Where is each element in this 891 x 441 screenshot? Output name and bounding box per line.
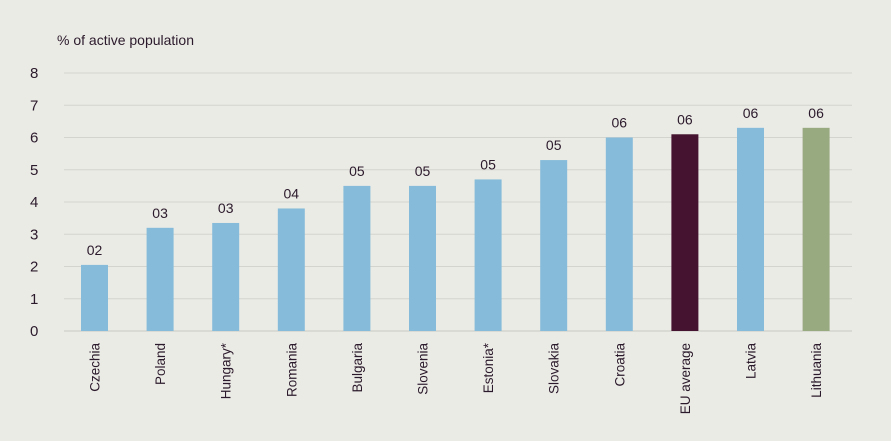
bar-estonia	[474, 179, 502, 331]
data-label: 05	[349, 163, 365, 179]
category-label: EU average	[678, 343, 693, 414]
data-label: 05	[480, 156, 496, 172]
data-label: 06	[677, 111, 693, 127]
bar-poland	[146, 227, 174, 331]
data-label: 06	[808, 105, 824, 121]
category-labels: Czechia Poland Hungary* Romania Bulgaria Slov…	[88, 342, 825, 414]
y-tick-label: 7	[30, 97, 38, 114]
bar-croatia	[605, 137, 633, 331]
category-label: Slovenia	[416, 343, 431, 395]
bar-czechia	[81, 264, 108, 331]
y-tick-label: 3	[30, 226, 38, 243]
category-label: Estonia*	[481, 342, 496, 393]
y-tick-label: 0	[30, 323, 38, 340]
data-label: 06	[743, 105, 759, 121]
y-tick-label: 6	[30, 130, 38, 147]
data-label: 02	[87, 242, 103, 258]
category-label: Romania	[284, 343, 299, 398]
category-label: Lithuania	[809, 343, 824, 398]
bar-hungary	[212, 222, 240, 331]
category-label: Poland	[153, 343, 168, 385]
bars	[81, 127, 830, 331]
bar-latvia	[737, 127, 764, 331]
category-label: Latvia	[744, 343, 759, 380]
y-tick-label: 5	[30, 162, 38, 179]
y-axis-label: % of active population	[57, 32, 194, 48]
y-tick-labels: 0 1 2 3 4 5 6 7 8	[30, 65, 38, 340]
category-label: Czechia	[88, 343, 103, 392]
bar-romania	[277, 208, 305, 331]
data-label: 06	[612, 115, 628, 131]
y-tick-label: 8	[30, 65, 38, 82]
bar-slovakia	[540, 160, 568, 331]
data-labels: 02 03 03 04 05 05 05 05 06 06 06 06	[87, 105, 824, 258]
bar-eu-average	[671, 134, 699, 331]
data-label: 05	[546, 137, 562, 153]
bar-slovenia	[409, 185, 436, 331]
category-label: Slovakia	[547, 343, 562, 395]
y-tick-label: 2	[30, 259, 38, 276]
data-label: 03	[218, 200, 234, 216]
y-tick-label: 1	[30, 291, 38, 308]
y-tick-label: 4	[30, 194, 38, 211]
bar-lithuania	[802, 127, 830, 331]
category-label: Bulgaria	[350, 343, 365, 393]
data-label: 05	[415, 163, 431, 179]
category-label: Croatia	[612, 343, 627, 387]
data-label: 04	[284, 185, 300, 201]
category-label: Hungary*	[219, 342, 234, 399]
data-label: 03	[152, 205, 168, 221]
bar-bulgaria	[343, 185, 371, 331]
grid-layer	[64, 72, 852, 332]
